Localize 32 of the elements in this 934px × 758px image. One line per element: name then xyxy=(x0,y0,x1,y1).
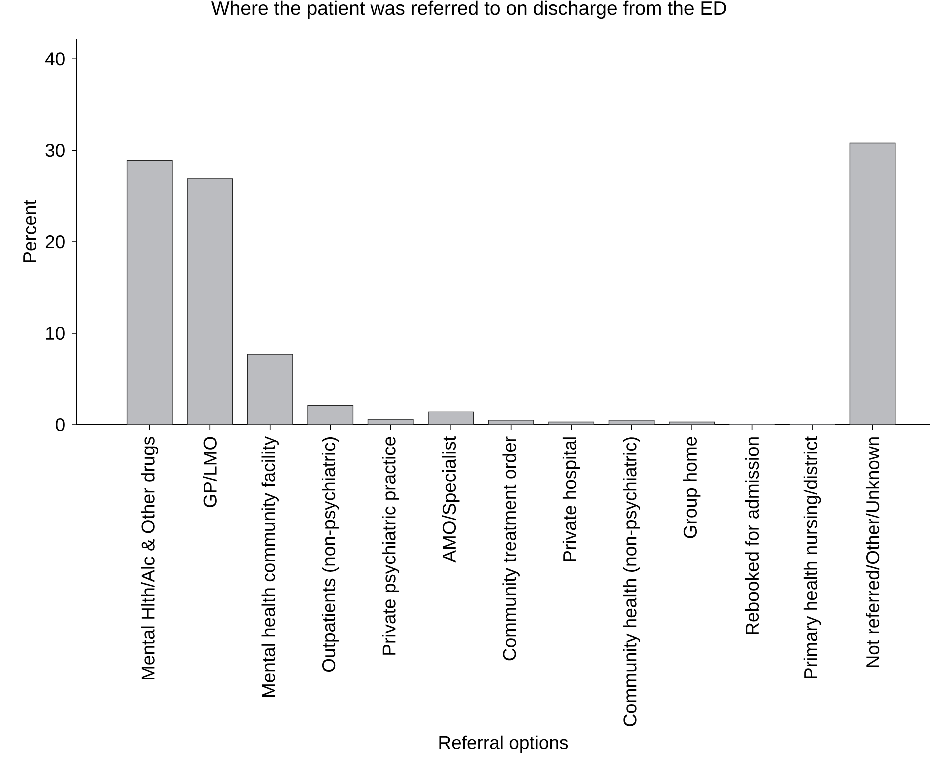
x-tick-label: GP/LMO xyxy=(203,437,217,508)
bar xyxy=(850,142,896,425)
y-tick-label: 20 xyxy=(46,236,65,249)
x-tick-label: Community treatment order xyxy=(502,436,520,661)
y-axis-title: Percent xyxy=(24,200,37,262)
x-tick-label: Mental health community facility xyxy=(262,436,279,698)
x-axis-title: Referral options xyxy=(440,736,568,754)
y-tick-label: 0 xyxy=(56,418,65,432)
bar xyxy=(308,405,354,425)
x-tick-label: Group home xyxy=(683,437,701,538)
y-tick-label: 40 xyxy=(45,52,65,66)
bar xyxy=(669,422,715,425)
x-tick-label: Primary health nursing/district xyxy=(804,436,822,679)
bar xyxy=(608,420,655,425)
y-tick-label: 30 xyxy=(46,144,65,158)
bar xyxy=(247,354,294,425)
bar xyxy=(428,412,474,425)
x-tick-label: Rebooked for admission xyxy=(746,438,760,634)
bar xyxy=(126,160,173,425)
x-tick-label: Outpatients (non-psychiatric) xyxy=(322,438,340,672)
y-tick-label: 10 xyxy=(46,326,65,340)
x-tick-label: Private psychiatric practice xyxy=(382,437,400,655)
x-tick-label: Not referred/Other/Unknown xyxy=(866,438,880,668)
chart-title: Where the patient was referred to on discharge from the ED xyxy=(212,0,726,20)
x-tick-label: Mental Hlth/Alc & Other drugs xyxy=(141,437,159,680)
x-tick-label: AMO/Specialist xyxy=(442,436,460,563)
x-tick-label: Community health (non-psychiatric) xyxy=(623,438,640,726)
x-tick-label: Private hospital xyxy=(562,438,580,562)
bar xyxy=(368,419,414,425)
bar xyxy=(488,420,534,425)
bar xyxy=(187,178,234,425)
bar xyxy=(548,422,595,425)
